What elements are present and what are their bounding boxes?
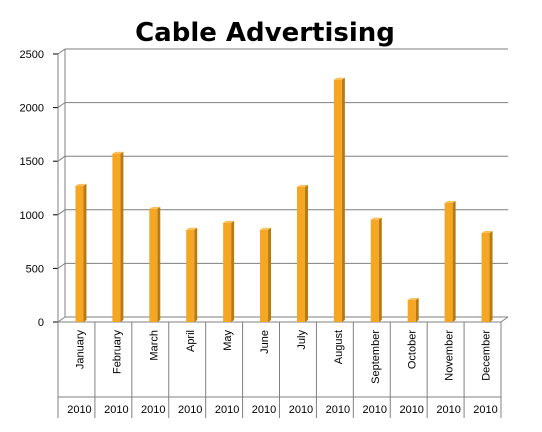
x-tick-label: November <box>444 330 456 381</box>
x-group-label: 2010 <box>289 404 313 416</box>
bar-side <box>489 231 493 322</box>
bar-side <box>157 206 161 322</box>
bar <box>75 183 87 322</box>
bar-front <box>481 233 490 322</box>
bar-side <box>268 227 272 322</box>
x-tick-label: May <box>222 330 234 351</box>
bar <box>333 77 345 322</box>
bar-front <box>112 153 121 322</box>
bar-side <box>378 217 382 322</box>
gridline-slant <box>57 262 66 269</box>
x-group-label: 2010 <box>436 404 460 416</box>
gridline-slant <box>57 316 66 323</box>
bar <box>296 184 308 322</box>
x-tick-label: October <box>407 330 419 369</box>
y-tick-label: 2500 <box>20 49 44 61</box>
x-group-label: 2010 <box>67 404 91 416</box>
bar-top <box>296 184 308 187</box>
bar-front <box>370 219 379 322</box>
y-tick-label: 1500 <box>20 156 44 168</box>
x-tick-label: July <box>296 330 308 350</box>
bar-front <box>75 185 84 322</box>
bar-top <box>260 227 272 230</box>
bar-top <box>481 231 493 234</box>
x-group-label: 2010 <box>399 404 423 416</box>
y-tick-label: 500 <box>26 263 44 275</box>
bar-side <box>231 220 235 322</box>
bar <box>260 227 272 322</box>
gridlines <box>57 48 508 323</box>
bar-top <box>333 77 345 80</box>
gridline-slant <box>57 209 66 216</box>
y-tick-label: 0 <box>38 317 44 329</box>
y-tick-label: 1000 <box>20 210 44 222</box>
bar <box>370 217 382 322</box>
bar <box>112 151 124 322</box>
bar-side <box>120 151 124 322</box>
bar-side <box>83 183 87 322</box>
bar-front <box>149 208 158 322</box>
x-tick-label: January <box>74 330 86 370</box>
x-group-label: 2010 <box>326 404 350 416</box>
bar-front <box>223 222 232 322</box>
chart-title: Cable Advertising <box>135 18 395 48</box>
bar <box>407 298 419 322</box>
bar <box>223 220 235 322</box>
bar-top <box>370 217 382 220</box>
bar <box>186 227 198 322</box>
x-tick-label: April <box>185 330 197 352</box>
bar-top <box>149 206 161 209</box>
bar-front <box>260 229 269 322</box>
bar-top <box>112 151 124 154</box>
y-tick-label: 2000 <box>20 103 44 115</box>
x-tick-label: December <box>481 330 493 381</box>
bar-front <box>407 300 416 322</box>
bar-side <box>304 184 308 322</box>
bar-side <box>452 201 456 322</box>
category-axis: January 2010 February 2010 March 2010 April 201… <box>57 322 502 418</box>
x-tick-label: September <box>370 330 382 384</box>
x-tick-label: June <box>259 330 271 354</box>
bar-side <box>415 298 419 322</box>
bar-front <box>296 186 305 322</box>
x-group-label: 2010 <box>252 404 276 416</box>
bar-top <box>407 298 419 301</box>
x-tick-label: February <box>111 330 123 375</box>
bars <box>75 77 493 322</box>
bar <box>481 231 493 322</box>
bar-top <box>186 227 198 230</box>
bar-top <box>223 220 235 223</box>
gridline-slant <box>57 48 66 55</box>
bar-side <box>341 77 345 322</box>
gridline-slant <box>57 102 66 109</box>
gridline-slant <box>57 155 66 162</box>
x-group-label: 2010 <box>141 404 165 416</box>
x-group-label: 2010 <box>473 404 497 416</box>
floor-edge <box>500 316 509 323</box>
bar-front <box>444 203 453 322</box>
y-axis-tick-labels: 0 500 1000 1500 2000 2500 <box>20 49 44 329</box>
bar-side <box>194 227 198 322</box>
bar <box>444 201 456 322</box>
x-group-label: 2010 <box>104 404 128 416</box>
bar-top <box>75 183 87 186</box>
x-group-label: 2010 <box>215 404 239 416</box>
bar <box>149 206 161 322</box>
x-group-label: 2010 <box>178 404 202 416</box>
x-tick-label: August <box>333 330 345 364</box>
x-group-label: 2010 <box>363 404 387 416</box>
bar-top <box>444 201 456 204</box>
bar-front <box>333 79 342 322</box>
bar-front <box>186 229 195 322</box>
x-tick-label: March <box>148 330 160 361</box>
